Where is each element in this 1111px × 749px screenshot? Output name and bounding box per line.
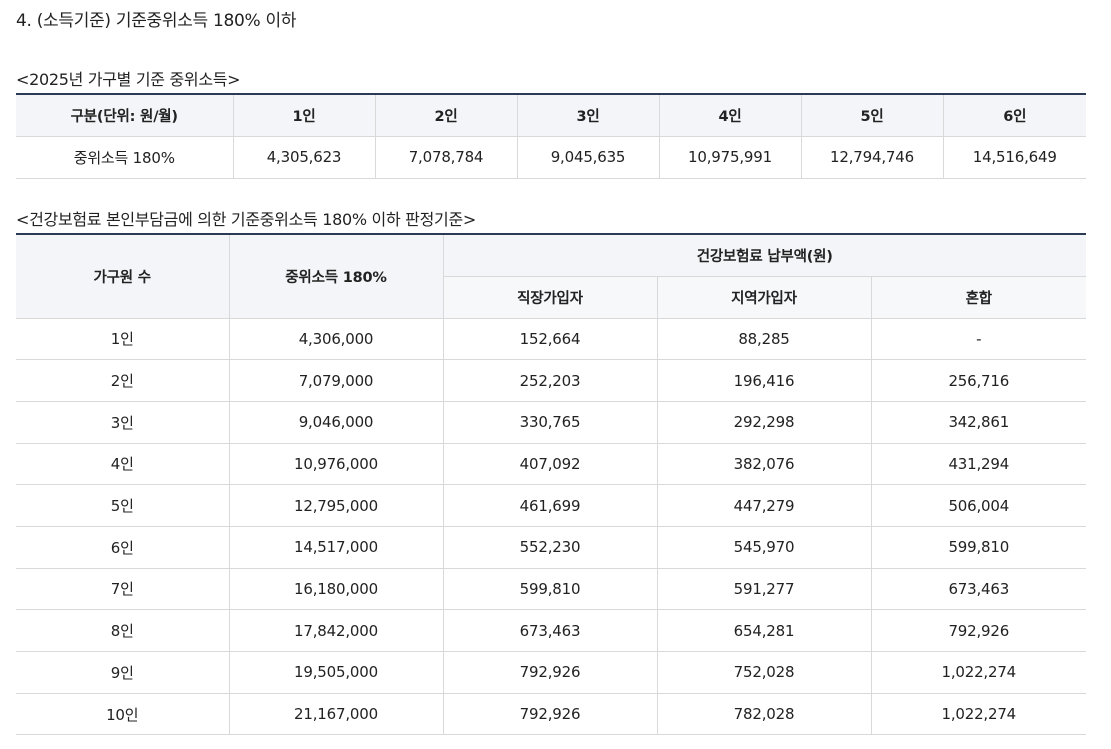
- regional-premium-cell: 654,281: [657, 609, 872, 652]
- header-5-person: 5인: [801, 94, 944, 137]
- median-income-cell: 12,795,000: [229, 484, 444, 527]
- employee-premium-cell: 673,463: [443, 609, 658, 652]
- regional-premium-cell: 447,279: [657, 484, 872, 527]
- header-2-person: 2인: [375, 94, 518, 137]
- table-row: 9인 19,505,000 792,926 752,028 1,022,274: [16, 651, 1087, 694]
- mixed-premium-cell: 256,716: [871, 359, 1087, 402]
- household-size-cell: 2인: [16, 359, 230, 402]
- table-row: 5인 12,795,000 461,699 447,279 506,004: [16, 484, 1087, 527]
- mixed-premium-cell: 506,004: [871, 484, 1087, 527]
- regional-premium-cell: 382,076: [657, 443, 872, 486]
- median-income-cell: 21,167,000: [229, 693, 444, 736]
- household-size-cell: 10인: [16, 693, 230, 736]
- household-size-cell: 9인: [16, 651, 230, 694]
- mixed-premium-cell: 599,810: [871, 526, 1087, 569]
- median-income-cell: 4,306,000: [229, 318, 444, 361]
- regional-premium-cell: 545,970: [657, 526, 872, 569]
- median-income-cell: 14,517,000: [229, 526, 444, 569]
- median-income-row: 중위소득 180% 4,305,623 7,078,784 9,045,635 …: [16, 136, 1086, 179]
- value-5-person: 12,794,746: [801, 136, 944, 179]
- median-income-table: 구분(단위: 원/월) 1인 2인 3인 4인 5인 6인 중위소득 180% …: [16, 93, 1086, 179]
- mixed-premium-cell: 431,294: [871, 443, 1087, 486]
- header-household-size: 가구원 수: [16, 234, 230, 319]
- table-row: 3인 9,046,000 330,765 292,298 342,861: [16, 401, 1087, 444]
- employee-premium-cell: 792,926: [443, 651, 658, 694]
- mixed-premium-cell: -: [871, 318, 1087, 361]
- median-income-caption: <2025년 가구별 기준 중위소득>: [16, 70, 241, 89]
- mixed-premium-cell: 1,022,274: [871, 651, 1087, 694]
- mixed-premium-cell: 1,022,274: [871, 693, 1087, 736]
- header-category: 구분(단위: 원/월): [16, 94, 234, 137]
- table-row: 2인 7,079,000 252,203 196,416 256,716: [16, 359, 1087, 402]
- household-size-cell: 4인: [16, 443, 230, 486]
- employee-premium-cell: 599,810: [443, 568, 658, 611]
- section-title: 4. (소득기준) 기준중위소득 180% 이하: [16, 11, 297, 31]
- header-4-person: 4인: [659, 94, 802, 137]
- employee-premium-cell: 152,664: [443, 318, 658, 361]
- household-size-cell: 8인: [16, 609, 230, 652]
- premium-header-row: 가구원 수 중위소득 180% 건강보험료 납부액(원): [16, 234, 1087, 319]
- header-regional-subscriber: 지역가입자: [657, 276, 872, 319]
- regional-premium-cell: 292,298: [657, 401, 872, 444]
- median-income-cell: 19,505,000: [229, 651, 444, 694]
- table-row: 8인 17,842,000 673,463 654,281 792,926: [16, 609, 1087, 652]
- median-income-cell: 10,976,000: [229, 443, 444, 486]
- employee-premium-cell: 252,203: [443, 359, 658, 402]
- median-income-cell: 7,079,000: [229, 359, 444, 402]
- header-median-income: 중위소득 180%: [229, 234, 444, 319]
- regional-premium-cell: 782,028: [657, 693, 872, 736]
- header-mixed: 혼합: [871, 276, 1087, 319]
- household-size-cell: 3인: [16, 401, 230, 444]
- employee-premium-cell: 461,699: [443, 484, 658, 527]
- table-row: 7인 16,180,000 599,810 591,277 673,463: [16, 568, 1087, 611]
- premium-criteria-table: 가구원 수 중위소득 180% 건강보험료 납부액(원) 직장가입자 지역가입자…: [16, 233, 1087, 736]
- household-size-cell: 5인: [16, 484, 230, 527]
- mixed-premium-cell: 673,463: [871, 568, 1087, 611]
- row-label: 중위소득 180%: [16, 136, 234, 179]
- mixed-premium-cell: 792,926: [871, 609, 1087, 652]
- value-3-person: 9,045,635: [517, 136, 660, 179]
- header-1-person: 1인: [233, 94, 376, 137]
- regional-premium-cell: 196,416: [657, 359, 872, 402]
- table-row: 6인 14,517,000 552,230 545,970 599,810: [16, 526, 1087, 569]
- household-size-cell: 7인: [16, 568, 230, 611]
- employee-premium-cell: 407,092: [443, 443, 658, 486]
- value-1-person: 4,305,623: [233, 136, 376, 179]
- table-row: 1인 4,306,000 152,664 88,285-: [16, 318, 1087, 361]
- value-6-person: 14,516,649: [943, 136, 1086, 179]
- employee-premium-cell: 552,230: [443, 526, 658, 569]
- household-size-cell: 1인: [16, 318, 230, 361]
- header-3-person: 3인: [517, 94, 660, 137]
- header-6-person: 6인: [943, 94, 1086, 137]
- premium-subheader-row: 직장가입자 지역가입자 혼합: [16, 276, 1087, 319]
- header-employee-subscriber: 직장가입자: [443, 276, 658, 319]
- value-2-person: 7,078,784: [375, 136, 518, 179]
- regional-premium-cell: 591,277: [657, 568, 872, 611]
- table-row: 4인 10,976,000 407,092 382,076 431,294: [16, 443, 1087, 486]
- household-size-cell: 6인: [16, 526, 230, 569]
- mixed-premium-cell: 342,861: [871, 401, 1087, 444]
- value-4-person: 10,975,991: [659, 136, 802, 179]
- regional-premium-cell: 752,028: [657, 651, 872, 694]
- employee-premium-cell: 330,765: [443, 401, 658, 444]
- regional-premium-cell: 88,285: [657, 318, 872, 361]
- median-income-cell: 9,046,000: [229, 401, 444, 444]
- employee-premium-cell: 792,926: [443, 693, 658, 736]
- median-income-cell: 16,180,000: [229, 568, 444, 611]
- median-income-header-row: 구분(단위: 원/월) 1인 2인 3인 4인 5인 6인: [16, 94, 1086, 137]
- header-premium-amount: 건강보험료 납부액(원): [443, 234, 1087, 277]
- median-income-cell: 17,842,000: [229, 609, 444, 652]
- table-row: 10인 21,167,000 792,926 782,028 1,022,274: [16, 693, 1087, 736]
- premium-criteria-caption: <건강보험료 본인부담금에 의한 기준중위소득 180% 이하 판정기준>: [16, 210, 476, 229]
